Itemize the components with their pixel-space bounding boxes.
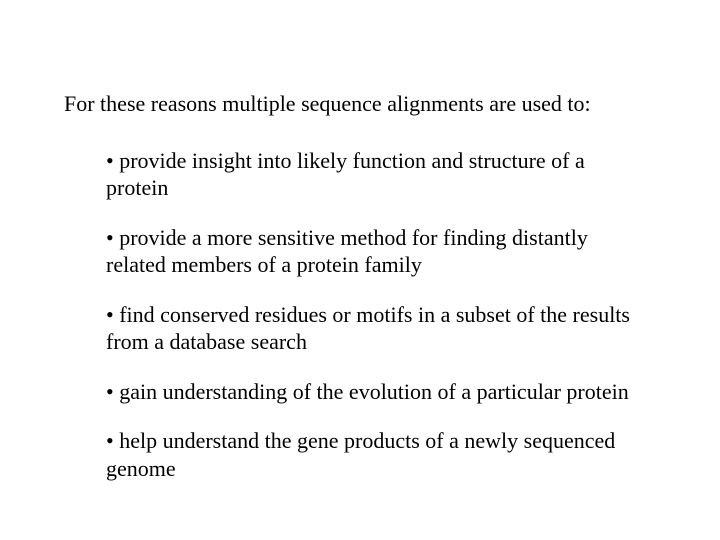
- bullet-item: • help understand the gene products of a…: [106, 427, 640, 482]
- bullet-item: • provide a more sensitive method for fi…: [106, 224, 640, 279]
- intro-text: For these reasons multiple sequence alig…: [64, 90, 660, 119]
- bullet-item: • provide insight into likely function a…: [106, 147, 640, 202]
- bullet-item: • gain understanding of the evolution of…: [106, 378, 640, 406]
- bullet-list: • provide insight into likely function a…: [64, 147, 660, 483]
- bullet-item: • find conserved residues or motifs in a…: [106, 301, 640, 356]
